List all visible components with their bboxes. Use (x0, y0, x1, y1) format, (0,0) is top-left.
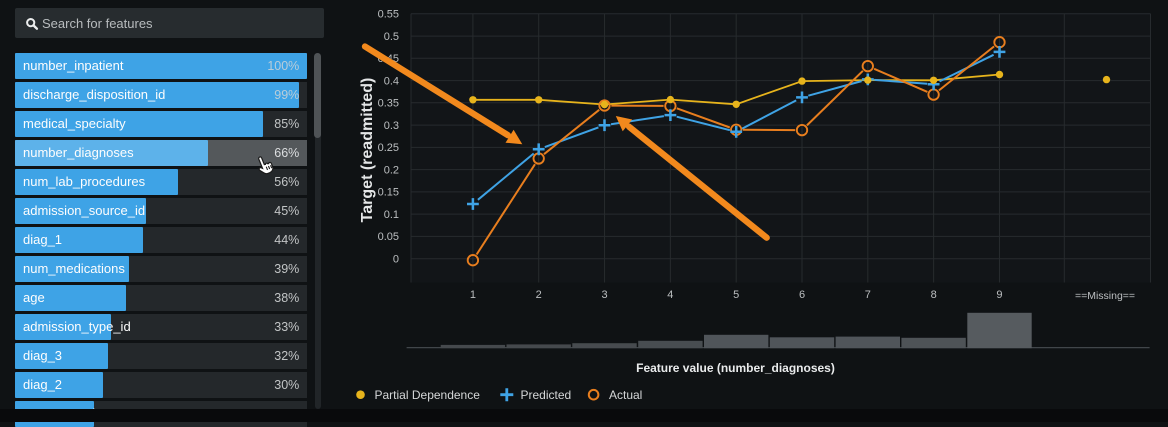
svg-text:0.4: 0.4 (384, 75, 399, 87)
svg-text:0.1: 0.1 (384, 209, 399, 221)
svg-text:9: 9 (996, 289, 1002, 301)
svg-text:0.5: 0.5 (384, 31, 399, 43)
svg-text:5: 5 (733, 289, 739, 301)
svg-text:3: 3 (601, 289, 607, 301)
svg-text:Target (readmitted): Target (readmitted) (359, 78, 376, 223)
svg-text:Feature value (number_diagnose: Feature value (number_diagnoses) (636, 361, 835, 375)
svg-text:0: 0 (393, 254, 399, 266)
svg-text:1: 1 (470, 289, 476, 301)
svg-text:0.05: 0.05 (378, 231, 399, 243)
svg-text:0.35: 0.35 (378, 98, 399, 110)
svg-text:Predicted: Predicted (521, 388, 572, 402)
svg-text:0.55: 0.55 (378, 9, 399, 21)
svg-text:==Missing==: ==Missing== (1075, 290, 1135, 302)
svg-text:2: 2 (536, 289, 542, 301)
svg-text:6: 6 (799, 289, 805, 301)
svg-text:8: 8 (931, 289, 937, 301)
svg-text:0.2: 0.2 (384, 164, 399, 176)
svg-text:0.25: 0.25 (378, 142, 399, 154)
svg-text:Partial Dependence: Partial Dependence (375, 388, 481, 402)
svg-text:0.15: 0.15 (378, 187, 399, 199)
svg-text:4: 4 (667, 289, 673, 301)
svg-text:7: 7 (865, 289, 871, 301)
svg-text:Actual: Actual (609, 388, 642, 402)
svg-text:0.3: 0.3 (384, 120, 399, 132)
